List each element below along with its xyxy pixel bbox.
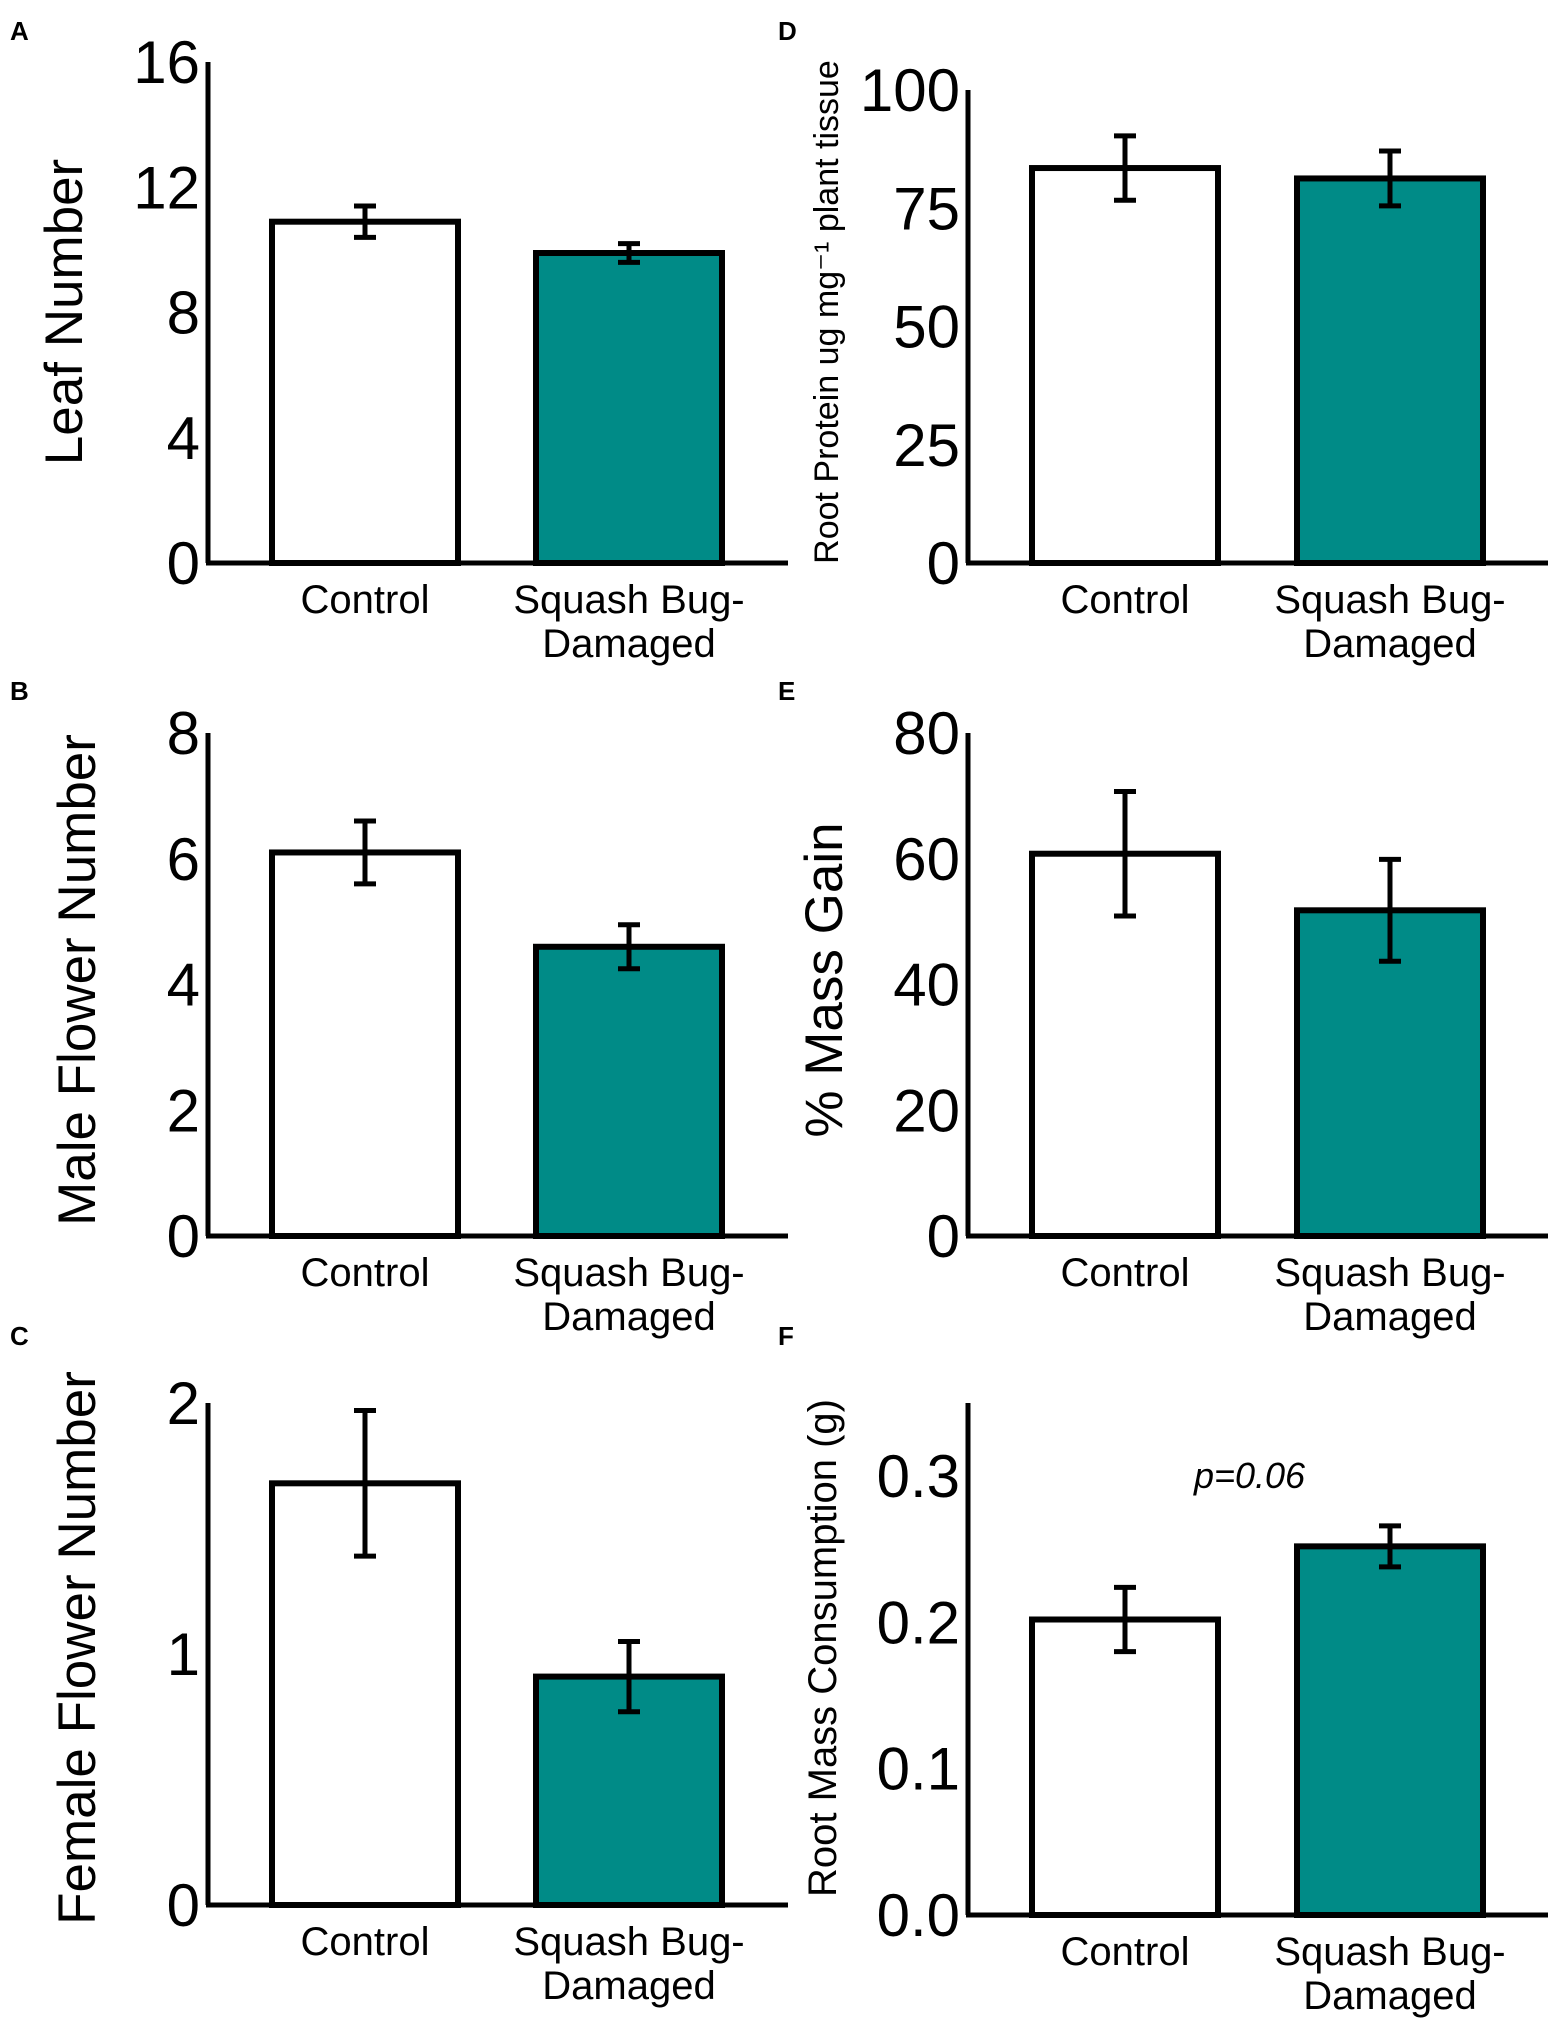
category-label-c-0-0: Control [301, 1920, 430, 1964]
error-bar-c-squash-bug-damaged [618, 1638, 640, 1715]
y-tick-label-c-2: 2 [167, 1370, 200, 1437]
error-bar-a-control [354, 203, 376, 240]
y-tick-label-b-2: 4 [167, 952, 200, 1019]
y-tick-label-f-2: 0.2 [877, 1589, 960, 1656]
y-axis-label-b: Male Flower Number [48, 734, 107, 1226]
bar-a-control [269, 218, 461, 566]
y-tick-label-b-4: 8 [167, 700, 200, 767]
category-label-a-1-1: Damaged [542, 622, 715, 666]
category-label-e-1-0: Squash Bug- [1274, 1251, 1505, 1295]
panel-d: D 0 25 50 75 100 Root Protein ug mg⁻¹ plant ti… [778, 16, 1548, 666]
panel-letter-a: A [10, 16, 29, 46]
y-axis-label-d: Root Protein ug mg⁻¹ plant tissue [808, 60, 846, 564]
panel-f: F 0.0 0.1 0.2 0.3 Root Mass Consumption (g) Co… [778, 1321, 1548, 2018]
category-label-b-1-1: Damaged [542, 1295, 715, 1339]
error-bar-e-control [1114, 788, 1136, 919]
y-tick-label-d-1: 25 [893, 412, 960, 479]
y-axis-label-a: Leaf Number [35, 159, 94, 465]
y-tick-label-f-3: 0.3 [877, 1443, 960, 1510]
category-label-f-1-0: Squash Bug- [1274, 1930, 1505, 1974]
y-tick-label-b-1: 2 [167, 1077, 200, 1144]
error-bar-c-control [354, 1408, 376, 1559]
category-label-c-1-1: Damaged [542, 1964, 715, 2008]
panel-letter-f: F [778, 1321, 794, 1351]
bar-f-squash-bug-damaged [1294, 1543, 1486, 1918]
y-axis-label-f: Root Mass Consumption (g) [801, 1399, 845, 1897]
category-label-d-1-1: Damaged [1303, 622, 1476, 666]
category-label-d-1-0: Squash Bug- [1274, 578, 1505, 622]
bar-a-squash-bug-damaged [533, 250, 725, 566]
category-label-e-0-0: Control [1061, 1251, 1190, 1295]
y-tick-label-a-0: 0 [167, 530, 200, 597]
bar-d-squash-bug-damaged [1294, 175, 1486, 567]
y-tick-label-f-0: 0.0 [877, 1882, 960, 1949]
error-bar-b-squash-bug-damaged [618, 922, 640, 972]
category-label-b-1-0: Squash Bug- [513, 1251, 744, 1295]
y-tick-label-b-0: 0 [167, 1203, 200, 1270]
bar-e-squash-bug-damaged [1294, 907, 1486, 1239]
y-tick-label-e-0: 0 [927, 1203, 960, 1270]
category-label-a-1-0: Squash Bug- [513, 578, 744, 622]
error-bar-d-squash-bug-damaged [1379, 148, 1401, 209]
panel-letter-d: D [778, 16, 797, 46]
panel-letter-b: B [10, 676, 29, 706]
bar-b-squash-bug-damaged [533, 943, 725, 1240]
y-tick-label-d-0: 0 [927, 530, 960, 597]
p-value-annotation-f: p=0.06 [1193, 1455, 1306, 1496]
category-label-d-0-0: Control [1061, 578, 1190, 622]
y-tick-label-b-3: 6 [167, 826, 200, 893]
category-label-f-0-0: Control [1061, 1930, 1190, 1974]
error-bar-f-control [1114, 1584, 1136, 1655]
panel-letter-e: E [778, 676, 795, 706]
y-tick-label-f-1: 0.1 [877, 1736, 960, 1803]
error-bar-d-control [1114, 133, 1136, 203]
error-bar-e-squash-bug-damaged [1379, 856, 1401, 964]
bar-d-control [1029, 165, 1221, 566]
y-axis-label-e: % Mass Gain [795, 822, 854, 1137]
category-label-b-0-0: Control [301, 1251, 430, 1295]
category-label-a-0-0: Control [301, 578, 430, 622]
y-tick-label-a-2: 8 [167, 280, 200, 347]
error-bar-a-squash-bug-damaged [618, 241, 640, 265]
bar-f-control [1029, 1616, 1221, 1918]
bar-c-squash-bug-damaged [533, 1673, 725, 1908]
panel-e: E 0 20 40 60 80 % Mass Gain Control Squash Bug-D… [778, 676, 1548, 1339]
category-label-e-1-1: Damaged [1303, 1295, 1476, 1339]
y-axis-label-c: Female Flower Number [48, 1371, 107, 1925]
y-tick-label-e-1: 20 [893, 1077, 960, 1144]
y-tick-label-a-1: 4 [167, 405, 200, 472]
panel-b: B 0 2 4 6 8 Male Flower Number Control Squash Bu… [10, 676, 788, 1339]
y-tick-label-a-3: 12 [133, 154, 200, 221]
y-tick-label-c-1: 1 [167, 1621, 200, 1688]
category-label-f-1-1: Damaged [1303, 1974, 1476, 2018]
y-tick-label-e-4: 80 [893, 700, 960, 767]
category-label-c-1-0: Squash Bug- [513, 1920, 744, 1964]
y-tick-label-c-0: 0 [167, 1872, 200, 1939]
y-tick-label-e-3: 60 [893, 826, 960, 893]
y-tick-label-e-2: 40 [893, 952, 960, 1019]
panel-a: A 0 4 8 12 16 Leaf Number Control Squash Bug-Dam… [10, 16, 788, 666]
y-tick-label-d-4: 100 [860, 57, 960, 124]
panel-c: C 0 1 2 Female Flower Number Control Squash Bu… [10, 1321, 788, 2008]
bar-b-control [269, 849, 461, 1240]
error-bar-b-control [354, 818, 376, 887]
y-tick-label-d-2: 50 [893, 294, 960, 361]
y-tick-label-a-4: 16 [133, 29, 200, 96]
error-bar-f-squash-bug-damaged [1379, 1523, 1401, 1570]
panel-letter-c: C [10, 1321, 29, 1351]
y-tick-label-d-3: 75 [893, 175, 960, 242]
